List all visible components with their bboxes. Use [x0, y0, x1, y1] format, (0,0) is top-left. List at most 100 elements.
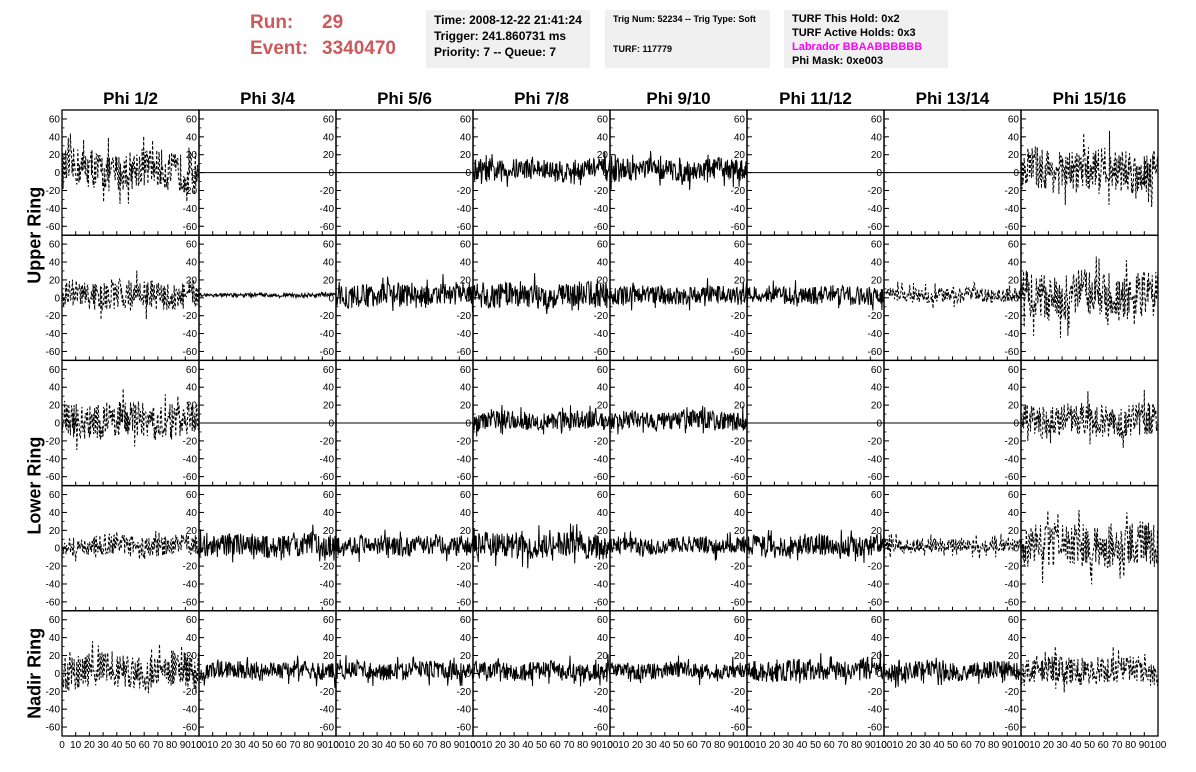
y-tick-label: -60 [868, 597, 883, 608]
y-tick-label: 60 [323, 490, 335, 501]
y-tick-label: -20 [46, 687, 61, 698]
x-tick-label: 60 [824, 740, 836, 751]
x-tick-label: 10 [618, 740, 630, 751]
x-tick-label: 40 [385, 740, 397, 751]
x-tick-label: 20 [358, 740, 370, 751]
y-tick-label: -60 [1005, 347, 1020, 358]
y-tick-label: -20 [183, 311, 198, 322]
y-tick-label: -40 [183, 454, 198, 465]
waveform-trace [61, 641, 200, 694]
x-tick-label: 40 [659, 740, 671, 751]
y-tick-label: 20 [597, 526, 609, 537]
waveform-trace [883, 657, 1022, 688]
y-tick-label: 20 [871, 651, 883, 662]
y-tick-label: -40 [457, 579, 472, 590]
y-tick-label: 40 [734, 258, 746, 269]
y-tick-label: 40 [186, 383, 198, 394]
y-tick-label: 20 [186, 526, 198, 537]
y-tick-label: 20 [186, 150, 198, 161]
y-tick-label: 20 [186, 401, 198, 412]
x-tick-label: 70 [563, 740, 575, 751]
y-tick-label: 60 [323, 615, 335, 626]
y-tick-label: -60 [320, 472, 335, 483]
x-tick-label: 70 [700, 740, 712, 751]
ring-label: Upper Ring [25, 187, 45, 284]
y-tick-label: 60 [49, 490, 61, 501]
y-tick-label: 60 [460, 240, 472, 251]
y-tick-label: 0 [328, 293, 334, 304]
y-tick-label: -40 [868, 329, 883, 340]
x-tick-label: 0 [196, 740, 202, 751]
waveform-trace [610, 655, 748, 686]
y-tick-label: 20 [734, 275, 746, 286]
y-tick-label: 20 [323, 150, 335, 161]
y-tick-label: 20 [1008, 150, 1020, 161]
y-tick-label: -60 [594, 723, 609, 734]
x-tick-label: 60 [413, 740, 425, 751]
y-tick-label: 20 [323, 651, 335, 662]
y-tick-label: 20 [734, 401, 746, 412]
x-tick-label: 90 [317, 740, 329, 751]
y-tick-label: 0 [602, 669, 608, 680]
y-tick-label: -20 [46, 562, 61, 573]
y-tick-label: 0 [876, 669, 882, 680]
y-tick-label: -60 [1005, 723, 1020, 734]
y-tick-label: 60 [734, 490, 746, 501]
x-tick-label: 50 [262, 740, 274, 751]
y-tick-label: -20 [731, 562, 746, 573]
y-tick-label: 40 [1008, 633, 1020, 644]
y-tick-label: -40 [1005, 204, 1020, 215]
y-tick-label: -20 [457, 186, 472, 197]
y-tick-label: 40 [871, 258, 883, 269]
y-tick-label: -20 [1005, 311, 1020, 322]
priority-text: Priority: 7 -- Queue: 7 [434, 45, 557, 59]
y-tick-label: -20 [46, 311, 61, 322]
y-tick-label: -60 [457, 597, 472, 608]
y-tick-label: -40 [457, 705, 472, 716]
x-tick-label: 100 [328, 740, 345, 751]
x-tick-label: 100 [739, 740, 756, 751]
y-tick-label: 40 [49, 132, 61, 143]
y-tick-label: 40 [460, 383, 472, 394]
x-tick-label: 50 [810, 740, 822, 751]
y-tick-label: 20 [1008, 275, 1020, 286]
y-tick-label: -40 [46, 705, 61, 716]
x-tick-label: 50 [536, 740, 548, 751]
y-tick-label: 40 [186, 258, 198, 269]
y-tick-label: 40 [734, 132, 746, 143]
y-tick-label: 40 [871, 132, 883, 143]
y-tick-label: 40 [460, 633, 472, 644]
run-label: Run: [250, 12, 294, 33]
x-tick-label: 20 [84, 740, 96, 751]
waveform-trace [198, 291, 337, 300]
y-tick-label: -20 [457, 311, 472, 322]
y-tick-label: 20 [186, 275, 198, 286]
x-tick-label: 40 [1070, 740, 1082, 751]
y-tick-label: -60 [46, 597, 61, 608]
y-tick-label: -40 [594, 329, 609, 340]
y-tick-label: 60 [871, 490, 883, 501]
waveform-trace [609, 405, 748, 435]
y-tick-label: 60 [1008, 240, 1020, 251]
waveform-trace [883, 533, 1022, 559]
y-tick-label: 20 [323, 401, 335, 412]
x-tick-label: 100 [191, 740, 208, 751]
y-tick-label: 40 [323, 633, 335, 644]
y-tick-label: -60 [731, 472, 746, 483]
y-tick-label: -40 [320, 705, 335, 716]
y-tick-label: -20 [594, 687, 609, 698]
y-tick-label: 60 [460, 615, 472, 626]
y-tick-label: -20 [1005, 186, 1020, 197]
y-tick-label: 40 [871, 508, 883, 519]
y-tick-label: 20 [1008, 651, 1020, 662]
y-tick-label: 20 [460, 150, 472, 161]
x-tick-label: 50 [399, 740, 411, 751]
phi-column-label: Phi 11/12 [779, 89, 852, 108]
x-tick-label: 50 [125, 740, 137, 751]
turf-active-holds-text: TURF Active Holds: 0x3 [792, 27, 916, 39]
y-tick-label: 20 [597, 150, 609, 161]
y-tick-label: -20 [731, 436, 746, 447]
y-tick-label: -40 [320, 579, 335, 590]
y-tick-label: 0 [739, 419, 745, 430]
y-tick-label: 0 [328, 168, 334, 179]
